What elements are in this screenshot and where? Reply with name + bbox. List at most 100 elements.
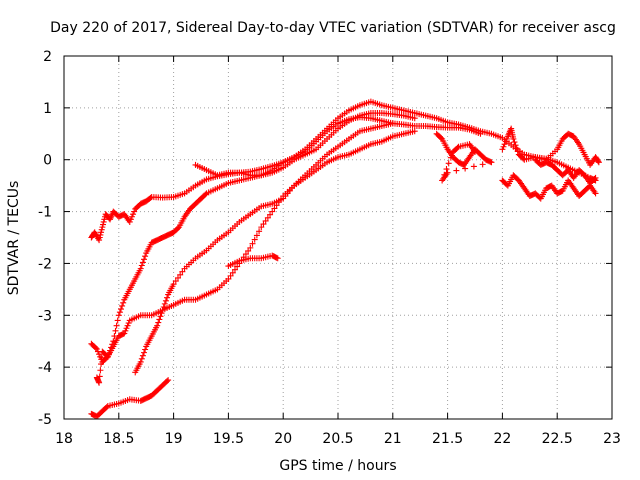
data-point bbox=[445, 160, 452, 167]
data-point bbox=[96, 237, 103, 244]
data-point bbox=[131, 208, 138, 215]
data-point bbox=[267, 211, 274, 218]
data-point bbox=[137, 265, 144, 272]
data-point bbox=[512, 142, 519, 149]
data-point bbox=[96, 379, 103, 386]
data-point bbox=[245, 247, 252, 254]
x-axis-label: GPS time / hours bbox=[279, 458, 396, 474]
data-point bbox=[592, 190, 599, 197]
data-point bbox=[591, 175, 598, 182]
data-point bbox=[454, 144, 461, 151]
data-point bbox=[156, 316, 163, 323]
data-point bbox=[124, 322, 131, 329]
series-track-4 bbox=[88, 110, 418, 365]
data-point bbox=[99, 224, 106, 231]
data-point bbox=[114, 317, 121, 324]
data-point bbox=[109, 341, 116, 348]
data-point bbox=[155, 319, 162, 326]
series-track-9 bbox=[499, 172, 599, 202]
data-point bbox=[126, 218, 133, 225]
data-point bbox=[147, 194, 154, 201]
data-point bbox=[161, 300, 168, 307]
data-point bbox=[472, 148, 478, 155]
data-point bbox=[139, 352, 146, 359]
data-point bbox=[125, 320, 132, 327]
data-point bbox=[98, 226, 105, 233]
data-point bbox=[251, 236, 258, 243]
data-point bbox=[242, 251, 249, 258]
data-point bbox=[511, 139, 518, 146]
data-point bbox=[164, 378, 171, 385]
data-point bbox=[141, 256, 148, 263]
y-axis-label: SDTVAR / TECUs bbox=[6, 181, 22, 296]
data-point bbox=[115, 312, 122, 319]
data-point bbox=[231, 266, 238, 273]
y-tick-label: -1 bbox=[38, 205, 52, 221]
data-point bbox=[470, 163, 477, 170]
data-point bbox=[138, 355, 145, 362]
data-point bbox=[510, 135, 517, 142]
data-point bbox=[172, 278, 179, 285]
data-point bbox=[389, 120, 396, 127]
data-point bbox=[262, 217, 269, 224]
data-point bbox=[170, 281, 177, 288]
data-point bbox=[94, 348, 101, 355]
data-point bbox=[500, 143, 507, 150]
data-point bbox=[256, 228, 263, 235]
plot-frame bbox=[63, 55, 613, 420]
data-point bbox=[160, 303, 167, 310]
data-point bbox=[116, 309, 123, 316]
data-point bbox=[269, 208, 276, 215]
data-point bbox=[103, 404, 110, 411]
data-point bbox=[122, 327, 129, 334]
data-point bbox=[174, 225, 181, 232]
data-point bbox=[137, 358, 144, 365]
data-point bbox=[111, 333, 118, 340]
data-point bbox=[229, 269, 236, 276]
y-tick-label: -3 bbox=[38, 308, 52, 324]
data-point bbox=[96, 351, 103, 358]
data-point bbox=[123, 325, 130, 332]
x-tick-label: 20 bbox=[274, 431, 292, 447]
data-point bbox=[253, 232, 260, 239]
x-tick-label: 23 bbox=[603, 431, 621, 447]
y-tick-label: 1 bbox=[43, 101, 52, 117]
data-point bbox=[121, 330, 128, 337]
data-point bbox=[97, 367, 104, 374]
data-point bbox=[438, 134, 445, 141]
data-point bbox=[274, 255, 281, 262]
data-point bbox=[258, 224, 265, 231]
data-point bbox=[93, 345, 100, 352]
data-point bbox=[112, 327, 119, 334]
data-point bbox=[441, 171, 448, 178]
y-tick-label: -2 bbox=[38, 256, 52, 272]
x-tick-label: 22 bbox=[493, 431, 511, 447]
data-point bbox=[499, 146, 506, 153]
x-tick-label: 18.5 bbox=[103, 431, 134, 447]
data-point bbox=[260, 221, 267, 228]
data-point bbox=[164, 294, 171, 301]
data-point bbox=[595, 158, 602, 165]
x-tick-label: 20.5 bbox=[322, 431, 353, 447]
data-point bbox=[138, 262, 145, 269]
data-point bbox=[514, 148, 521, 155]
data-point bbox=[141, 349, 148, 356]
data-point bbox=[97, 231, 104, 238]
data-point bbox=[104, 353, 111, 360]
x-tick-label: 19 bbox=[165, 431, 183, 447]
data-point bbox=[165, 377, 172, 384]
data-point bbox=[162, 297, 169, 304]
series-track-11 bbox=[532, 156, 599, 187]
data-point bbox=[113, 322, 120, 329]
data-point bbox=[439, 177, 446, 184]
data-point bbox=[97, 353, 104, 360]
data-point bbox=[453, 167, 460, 174]
series-track-7 bbox=[88, 377, 172, 420]
x-tick-label: 22.5 bbox=[542, 431, 573, 447]
data-point bbox=[117, 306, 124, 313]
data-point bbox=[142, 346, 149, 353]
data-point bbox=[130, 211, 137, 218]
data-series bbox=[88, 98, 602, 420]
data-point bbox=[108, 344, 115, 351]
